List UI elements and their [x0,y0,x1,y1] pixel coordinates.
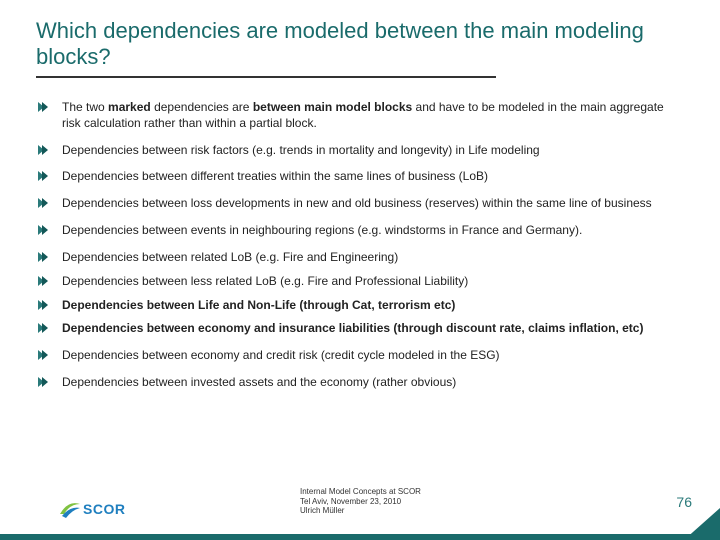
bullet-text: Dependencies between invested assets and… [62,375,456,389]
bullet-item: Dependencies between invested assets and… [36,375,684,391]
footer-text: Internal Model Concepts at SCOR Tel Aviv… [300,487,421,516]
bullet-item: Dependencies between risk factors (e.g. … [36,143,684,159]
logo: SCOR [60,500,125,518]
bottom-bar [0,534,720,540]
bullet-item: Dependencies between less related LoB (e… [36,274,684,290]
footer-line: Tel Aviv, November 23, 2010 [300,497,421,507]
slide: Which dependencies are modeled between t… [0,0,720,540]
bullet-item: Dependencies between Life and Non-Life (… [36,298,684,314]
footer: SCOR Internal Model Concepts at SCOR Tel… [0,488,720,540]
bullet-item: Dependencies between related LoB (e.g. F… [36,250,684,266]
bullet-item: The two marked dependencies are between … [36,100,684,132]
bullet-text: Dependencies between loss developments i… [62,196,652,210]
text-bold: between main model blocks [253,100,412,114]
bullet-text: Dependencies between events in neighbour… [62,223,582,237]
bullet-item: Dependencies between loss developments i… [36,196,684,212]
logo-swoosh-icon [60,500,80,518]
bullet-text: Dependencies between economy and credit … [62,348,500,362]
footer-line: Internal Model Concepts at SCOR [300,487,421,497]
bullet-item: Dependencies between economy and credit … [36,348,684,364]
bullet-item: Dependencies between economy and insuran… [36,321,684,337]
bullet-text: Dependencies between different treaties … [62,169,488,183]
title-rule [36,76,496,78]
bullet-text: Dependencies between risk factors (e.g. … [62,143,540,157]
text-bold: marked [108,100,151,114]
bullet-text: Dependencies between related LoB (e.g. F… [62,250,398,264]
slide-title: Which dependencies are modeled between t… [36,18,684,70]
bullet-item: Dependencies between events in neighbour… [36,223,684,239]
text-segment: The two [62,100,108,114]
bullet-list: The two marked dependencies are between … [36,100,684,391]
bullet-item: Dependencies between different treaties … [36,169,684,185]
bullet-text-bold: Dependencies between economy and insuran… [62,321,643,335]
bullet-text-bold: Dependencies between Life and Non-Life (… [62,298,455,312]
logo-text: SCOR [83,501,125,517]
text-segment: dependencies are [151,100,253,114]
bullet-text: Dependencies between less related LoB (e… [62,274,468,288]
footer-line: Ulrich Müller [300,506,421,516]
